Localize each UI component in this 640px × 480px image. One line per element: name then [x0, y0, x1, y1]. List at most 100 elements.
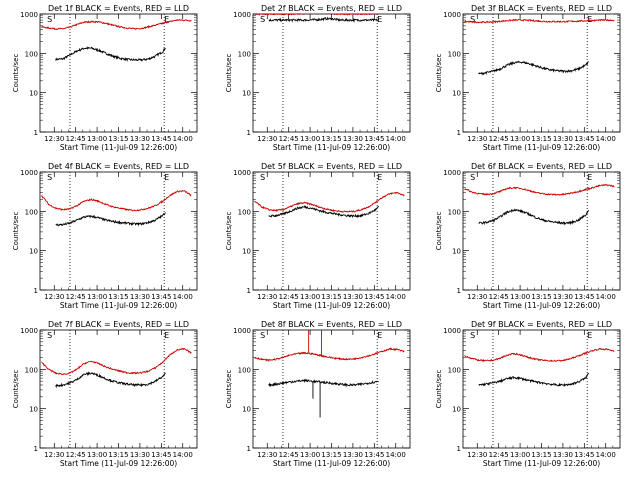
x-tick-label: 14:00: [173, 293, 193, 301]
x-tick-label: 12:45: [279, 451, 299, 459]
lld-series-line: [41, 347, 192, 376]
x-tick-label: 12:30: [257, 293, 277, 301]
y-tick-label: 1: [457, 287, 461, 295]
x-tick-label: 13:30: [343, 451, 363, 459]
y-axis-label: Counts/sec: [435, 212, 443, 251]
chart-title: Det 1f BLACK = Events, RED = LLD: [48, 4, 189, 13]
x-tick-label: 13:30: [553, 451, 573, 459]
x-axis-label: Start Time (11-Jul-09 12:26:00): [273, 143, 390, 152]
chart-title: Det 5f BLACK = Events, RED = LLD: [261, 162, 402, 171]
y-tick-label: 1000: [233, 327, 251, 335]
y-tick-label: 1: [247, 445, 251, 453]
events-series-line: [268, 16, 379, 23]
chart-panel-2: Det 2f BLACK = Events, RED = LLD 1 10 100 10…: [225, 4, 411, 152]
y-tick-label: 1000: [443, 11, 461, 19]
events-series-line: [478, 60, 589, 76]
x-tick-label: 13:30: [343, 293, 363, 301]
lld-series-line: [41, 189, 192, 212]
y-tick-label: 100: [238, 50, 251, 58]
chart-title: Det 4f BLACK = Events, RED = LLD: [48, 162, 189, 171]
x-tick-label: 12:45: [489, 293, 509, 301]
plot-frame: [39, 171, 198, 291]
chart-panel-7: Det 7f BLACK = Events, RED = LLD 1 10 100 10…: [12, 320, 198, 468]
marker-e: E: [377, 331, 382, 340]
x-tick-label: 14:00: [173, 135, 193, 143]
x-tick-label: 14:00: [173, 451, 193, 459]
x-axis-label: Start Time (11-Jul-09 12:26:00): [273, 301, 390, 310]
marker-e: E: [587, 331, 592, 340]
x-tick-label: 13:15: [321, 451, 341, 459]
y-tick-label: 10: [29, 90, 38, 98]
x-tick-label: 13:45: [574, 293, 594, 301]
x-tick-label: 13:00: [300, 135, 320, 143]
y-tick-label: 1: [34, 287, 38, 295]
marker-s: S: [47, 331, 52, 340]
y-tick-label: 100: [25, 366, 38, 374]
x-tick-label: 13:00: [510, 293, 530, 301]
x-tick-label: 14:00: [386, 135, 406, 143]
x-tick-label: 13:30: [343, 135, 363, 143]
y-tick-label: 10: [242, 406, 251, 414]
x-tick-label: 12:45: [489, 451, 509, 459]
x-axis-label: Start Time (11-Jul-09 12:26:00): [483, 143, 600, 152]
plot-frame: [39, 329, 198, 449]
marker-e: E: [587, 15, 592, 24]
x-tick-label: 13:15: [321, 135, 341, 143]
marker-s: S: [260, 331, 265, 340]
x-axis-label: Start Time (11-Jul-09 12:26:00): [483, 459, 600, 468]
x-axis-label: Start Time (11-Jul-09 12:26:00): [273, 459, 390, 468]
x-tick-label: 13:45: [364, 293, 384, 301]
x-tick-label: 13:30: [130, 451, 150, 459]
y-tick-label: 1000: [20, 327, 38, 335]
x-tick-label: 12:30: [44, 293, 64, 301]
y-tick-label: 1: [247, 287, 251, 295]
events-series-line: [55, 212, 166, 227]
events-series-line: [55, 46, 166, 63]
x-tick-label: 13:00: [87, 135, 107, 143]
lld-series-line: [254, 347, 405, 363]
events-series-line: [478, 208, 589, 226]
y-tick-label: 100: [448, 366, 461, 374]
x-tick-label: 13:30: [553, 293, 573, 301]
y-tick-label: 10: [452, 406, 461, 414]
y-tick-label: 10: [242, 90, 251, 98]
y-tick-label: 1000: [233, 11, 251, 19]
x-tick-label: 13:15: [531, 293, 551, 301]
y-tick-label: 100: [25, 50, 38, 58]
y-tick-label: 100: [448, 208, 461, 216]
y-tick-label: 1: [457, 445, 461, 453]
x-tick-label: 14:00: [596, 135, 616, 143]
marker-e: E: [164, 15, 169, 24]
x-tick-label: 14:00: [386, 451, 406, 459]
y-tick-label: 1: [34, 445, 38, 453]
x-tick-label: 12:30: [467, 135, 487, 143]
chart-title: Det 8f BLACK = Events, RED = LLD: [261, 320, 402, 329]
y-tick-label: 1: [34, 129, 38, 137]
x-tick-label: 13:45: [574, 451, 594, 459]
lld-series-line: [464, 347, 615, 363]
x-tick-label: 14:00: [596, 451, 616, 459]
plot-frame: [252, 171, 411, 291]
chart-panel-3: Det 3f BLACK = Events, RED = LLD 1 10 100 10…: [435, 4, 621, 152]
marker-e: E: [164, 173, 169, 182]
y-tick-label: 10: [242, 248, 251, 256]
events-series-line: [55, 371, 166, 389]
y-tick-label: 1000: [20, 11, 38, 19]
x-axis-label: Start Time (11-Jul-09 12:26:00): [483, 301, 600, 310]
x-tick-label: 12:30: [44, 451, 64, 459]
y-axis-label: Counts/sec: [435, 54, 443, 93]
chart-panel-4: Det 4f BLACK = Events, RED = LLD 1 10 100 10…: [12, 162, 198, 310]
chart-panel-8: Det 8f BLACK = Events, RED = LLD 1 10 100 10…: [225, 320, 411, 468]
x-tick-label: 13:15: [531, 451, 551, 459]
plot-frame: [252, 329, 411, 449]
y-tick-label: 100: [238, 366, 251, 374]
x-tick-label: 13:45: [574, 135, 594, 143]
chart-title: Det 7f BLACK = Events, RED = LLD: [48, 320, 189, 329]
marker-s: S: [470, 331, 475, 340]
events-series-line: [268, 205, 379, 219]
y-tick-label: 1: [457, 129, 461, 137]
marker-s: S: [47, 15, 52, 24]
x-tick-label: 12:45: [279, 135, 299, 143]
marker-s: S: [470, 15, 475, 24]
marker-s: S: [47, 173, 52, 182]
